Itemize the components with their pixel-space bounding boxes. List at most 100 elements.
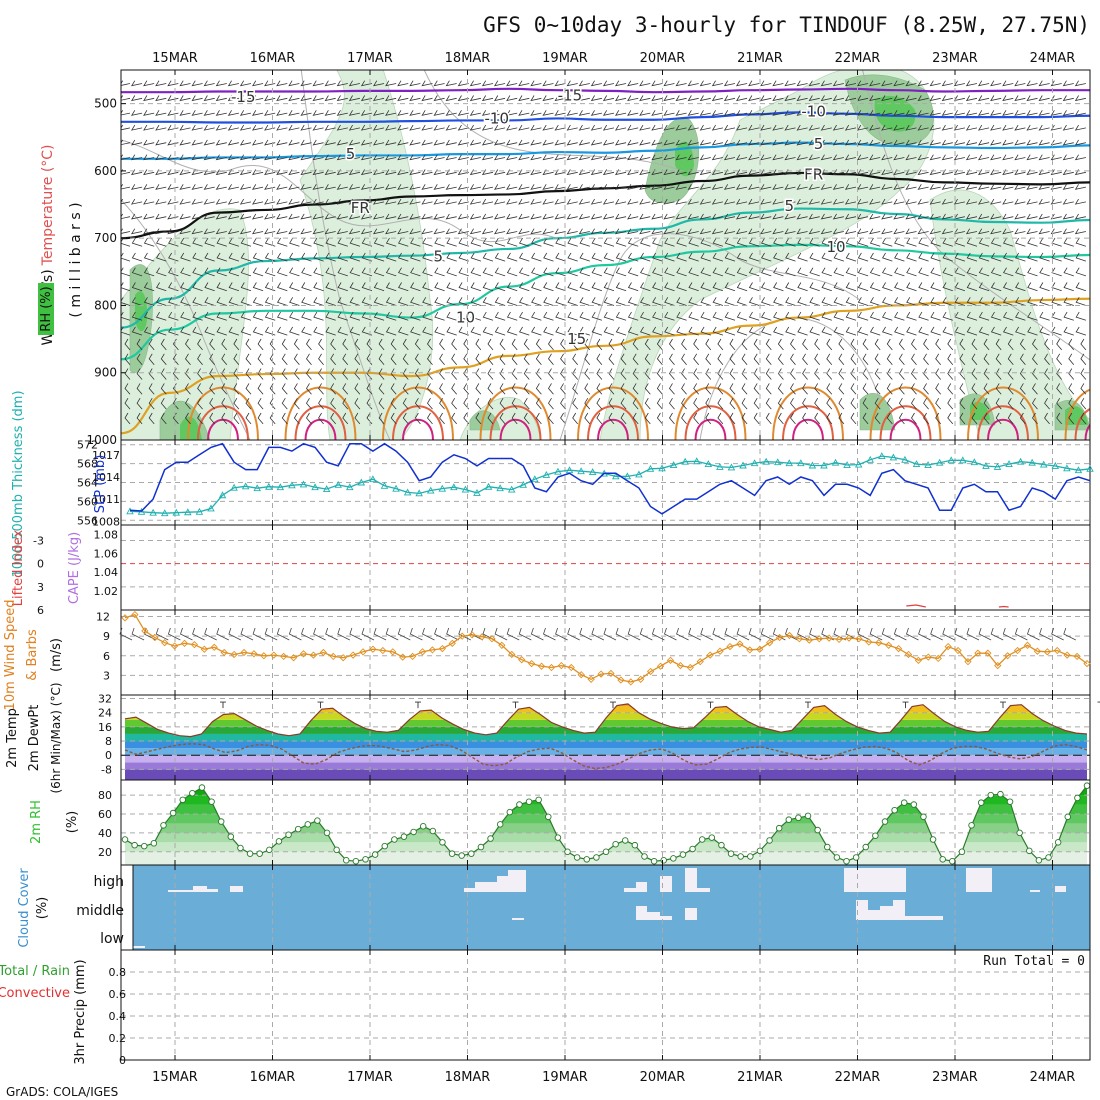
wind-barb bbox=[615, 326, 627, 336]
rh-marker bbox=[439, 839, 446, 846]
wind-barb bbox=[802, 397, 808, 410]
rh-marker bbox=[169, 809, 177, 817]
max-whisker bbox=[415, 701, 421, 709]
wind-barb bbox=[942, 326, 953, 336]
wind-barb bbox=[838, 383, 845, 395]
wind-barb bbox=[276, 154, 288, 161]
wind-barb bbox=[838, 353, 845, 365]
wind-barb bbox=[1063, 311, 1074, 321]
wind-barb bbox=[378, 412, 385, 425]
wind-barb bbox=[832, 95, 844, 102]
wind-barb bbox=[814, 383, 821, 395]
wind-barb bbox=[1007, 383, 1014, 395]
cloud-high-block bbox=[697, 888, 710, 892]
wind-barb bbox=[856, 198, 869, 205]
rh-marker bbox=[1045, 854, 1052, 861]
wind-barb bbox=[1019, 353, 1026, 365]
wind-barb bbox=[289, 326, 300, 336]
wind-barb bbox=[935, 338, 942, 351]
wind-speed-marker bbox=[726, 642, 734, 651]
wind-barb bbox=[965, 198, 978, 205]
wind-speed-marker bbox=[210, 643, 218, 651]
wind-barb bbox=[318, 368, 324, 380]
wind-barb bbox=[965, 95, 978, 102]
wind-barb bbox=[857, 237, 869, 247]
wind-barb bbox=[735, 184, 748, 190]
wind-barb bbox=[543, 252, 554, 262]
wind-speed-marker bbox=[567, 663, 575, 672]
wind-barb bbox=[965, 110, 978, 116]
date-label-bottom: 18MAR bbox=[445, 1070, 491, 1085]
wind-barb bbox=[700, 252, 711, 262]
wind-barb-10m bbox=[555, 627, 568, 641]
wind-barb bbox=[554, 228, 566, 235]
rh-tick-label: 40 bbox=[98, 827, 112, 840]
pressure-tick-label: 1000 bbox=[86, 433, 117, 447]
rh-marker bbox=[785, 816, 793, 823]
wind-barb bbox=[632, 397, 639, 410]
wind-barb bbox=[850, 412, 857, 425]
rh-marker bbox=[448, 850, 456, 857]
wind-barb bbox=[180, 282, 191, 292]
wind-barb bbox=[869, 267, 881, 277]
wind-barb bbox=[700, 267, 711, 277]
wind-barb bbox=[337, 297, 348, 306]
wind-barb bbox=[862, 397, 869, 410]
wind-ylabel-barbs: & Barbs bbox=[25, 629, 40, 681]
wind-barb bbox=[796, 184, 808, 190]
wind-barb bbox=[850, 383, 857, 395]
wind-barb bbox=[711, 95, 723, 102]
wind-barb bbox=[397, 139, 409, 146]
wind-barb bbox=[917, 184, 929, 190]
wind-barb bbox=[893, 95, 905, 102]
wind-barb bbox=[947, 383, 954, 395]
wind-barb bbox=[179, 184, 191, 190]
wind-barb-10m bbox=[349, 627, 363, 641]
wind-barb bbox=[257, 353, 264, 365]
wind-barb bbox=[772, 80, 784, 87]
rh-shading-dark bbox=[675, 141, 694, 177]
wind-barb bbox=[506, 267, 518, 277]
wind-barb bbox=[300, 154, 312, 161]
max-whisker bbox=[317, 701, 324, 709]
wind-barb bbox=[349, 311, 361, 321]
wind-barb bbox=[687, 213, 699, 220]
wind-barb bbox=[935, 397, 942, 410]
wind-barb bbox=[336, 95, 348, 102]
wind-barb bbox=[463, 338, 470, 351]
wind-ylabel-speed: 10m Wind Speed bbox=[3, 600, 18, 711]
thickness-marker bbox=[461, 485, 470, 493]
wind-barb bbox=[251, 139, 264, 146]
wind-barb bbox=[121, 139, 131, 146]
wind-barb bbox=[342, 412, 349, 425]
cloud-unit-label: (%) bbox=[35, 897, 50, 920]
wind-barb bbox=[240, 252, 252, 262]
thickness-marker bbox=[612, 472, 620, 480]
cloud-high-block bbox=[475, 882, 497, 892]
wind-barb bbox=[506, 154, 518, 161]
rh-marker bbox=[737, 853, 744, 860]
wind-barb bbox=[1044, 338, 1050, 351]
wind-barb bbox=[160, 412, 167, 425]
wind-barb bbox=[596, 353, 603, 365]
wind-barb bbox=[941, 95, 953, 102]
slp-tick-label: 1017 bbox=[92, 449, 120, 462]
wind-barb bbox=[874, 383, 881, 395]
wind-barb bbox=[693, 383, 700, 395]
wind-barb bbox=[608, 353, 615, 365]
date-label-bottom: 24MAR bbox=[1030, 1070, 1076, 1085]
wind-barb bbox=[289, 311, 300, 321]
wind-barb bbox=[433, 95, 445, 102]
wind-barb bbox=[760, 139, 772, 146]
wind-barb bbox=[494, 326, 506, 336]
thickness-marker bbox=[750, 459, 759, 467]
temp-band bbox=[125, 762, 1087, 770]
wind-barb bbox=[971, 353, 978, 365]
wind-barb bbox=[712, 282, 724, 292]
wind-barb bbox=[209, 397, 216, 410]
thickness-marker bbox=[692, 457, 701, 465]
wind-barb bbox=[826, 397, 833, 410]
wind-barb bbox=[385, 267, 397, 277]
wind-barb bbox=[1068, 368, 1075, 380]
rh-marker bbox=[189, 789, 196, 797]
